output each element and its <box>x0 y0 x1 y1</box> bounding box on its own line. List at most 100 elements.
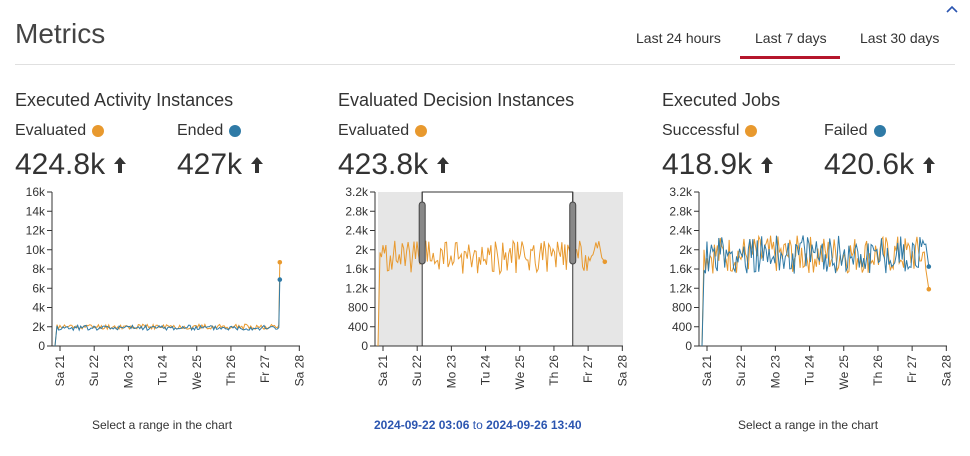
series-end-point <box>277 277 283 282</box>
y-tick-label: 800 <box>348 301 368 315</box>
y-tick-label: 14k <box>26 204 46 218</box>
legend-label: Failed <box>824 122 868 139</box>
panel-title: Executed Activity Instances <box>15 90 234 110</box>
y-tick-label: 12k <box>26 224 46 238</box>
x-tick-label: Th 26 <box>871 355 885 386</box>
x-tick-label: Sa 21 <box>376 355 390 387</box>
arrow-up-icon <box>114 157 127 173</box>
range-to: 2024-09-26 13:40 <box>486 418 582 432</box>
metric-value: 420.6k <box>824 148 936 182</box>
tab-last-7-days[interactable]: Last 7 days <box>755 30 827 46</box>
y-tick-label: 2k <box>355 243 369 257</box>
x-tick-label: Su 22 <box>734 355 748 387</box>
x-tick-label: Tu 24 <box>156 355 170 386</box>
legend-label: Evaluated <box>15 122 87 139</box>
legend-evaluated: Evaluated <box>15 122 105 140</box>
x-tick-label: Sa 28 <box>939 355 953 387</box>
unselected-region <box>572 192 623 346</box>
y-tick-label: 10k <box>26 243 46 257</box>
x-tick-label: Th 26 <box>224 355 238 386</box>
x-tick-label: Fr 27 <box>581 355 595 383</box>
orange-dot-icon <box>745 125 758 137</box>
jobs-chart[interactable]: 0 400 800 1.2k 1.6k 2k 2.4k 2.8k 3.2k Sa 21 Su 22 M… <box>657 182 957 412</box>
metric-value: 424.8k <box>15 148 127 182</box>
x-tick-label: Fr 27 <box>258 355 272 383</box>
x-tick-label: Su 22 <box>87 355 101 387</box>
activity-chart[interactable]: 0 2k 4k 6k 8k 10k 12k 14k 16k Sa 21 Su 22 Mo 23 Tu 2… <box>10 182 310 412</box>
orange-dot-icon <box>92 125 105 137</box>
y-tick-label: 2.4k <box>345 224 369 238</box>
metric-number: 427k <box>177 148 243 181</box>
tab-last-30-days[interactable]: Last 30 days <box>860 30 940 46</box>
y-tick-label: 2.4k <box>669 224 693 238</box>
series-end-point <box>602 259 608 265</box>
legend-failed: Failed <box>824 122 886 140</box>
arrow-up-icon <box>761 157 774 173</box>
arrow-up-icon <box>923 157 936 173</box>
x-tick-label: Mo 23 <box>121 355 135 389</box>
y-tick-label: 0 <box>38 339 45 353</box>
x-tick-label: Su 22 <box>410 355 424 387</box>
y-tick-label: 0 <box>685 339 692 353</box>
y-tick-label: 8k <box>32 262 46 276</box>
chevron-up-icon[interactable] <box>945 3 959 17</box>
x-tick-label: Sa 21 <box>700 355 714 387</box>
decision-chart[interactable]: 0 400 800 1.2k 1.6k 2k 2.4k 2.8k 3.2k Sa 21 Su 22 M… <box>333 182 633 412</box>
unselected-region <box>378 192 423 346</box>
range-from: 2024-09-22 03:06 <box>374 418 470 432</box>
y-tick-label: 2.8k <box>669 204 693 218</box>
arrow-up-icon <box>437 157 450 173</box>
orange-dot-icon <box>415 125 428 137</box>
y-tick-label: 800 <box>672 301 692 315</box>
y-tick-label: 1.2k <box>669 281 693 295</box>
selection-handle <box>418 201 426 265</box>
series-line-ended <box>54 279 281 347</box>
panel-title: Evaluated Decision Instances <box>338 90 575 110</box>
legend-evaluated: Evaluated <box>338 122 428 140</box>
legend-label: Ended <box>177 122 224 139</box>
x-tick-label: We 25 <box>190 355 204 390</box>
x-tick-label: Tu 24 <box>803 355 817 386</box>
series-line-evaluated <box>54 262 281 347</box>
x-tick-label: We 25 <box>837 355 851 390</box>
tab-last-24-hours[interactable]: Last 24 hours <box>636 30 721 46</box>
metric-number: 418.9k <box>662 148 753 181</box>
y-tick-label: 16k <box>26 185 46 199</box>
metric-number: 424.8k <box>15 148 106 181</box>
y-tick-label: 2k <box>32 320 46 334</box>
arrow-up-icon <box>251 157 264 173</box>
y-tick-label: 400 <box>672 320 692 334</box>
active-tab-indicator <box>740 56 840 59</box>
x-tick-label: Sa 28 <box>615 355 629 387</box>
x-tick-label: Fr 27 <box>905 355 919 383</box>
x-tick-label: We 25 <box>513 355 527 390</box>
legend-label: Successful <box>662 122 740 139</box>
y-tick-label: 3.2k <box>345 185 369 199</box>
y-tick-label: 1.2k <box>345 281 369 295</box>
metric-number: 420.6k <box>824 148 915 181</box>
panel-title: Executed Jobs <box>662 90 781 110</box>
y-tick-label: 1.6k <box>345 262 369 276</box>
x-tick-label: Th 26 <box>547 355 561 386</box>
legend-successful: Successful <box>662 122 758 140</box>
series-line-evaluated <box>377 239 606 347</box>
selection-bracket <box>421 191 574 206</box>
series-line-successful <box>701 234 930 347</box>
legend-ended: Ended <box>177 122 242 140</box>
metric-value: 423.8k <box>338 148 450 182</box>
range-to-word: to <box>472 418 483 432</box>
x-tick-label: Mo 23 <box>768 355 782 389</box>
y-tick-label: 6k <box>32 281 46 295</box>
x-tick-label: Tu 24 <box>479 355 493 386</box>
y-tick-label: 3.2k <box>669 185 693 199</box>
y-tick-label: 400 <box>348 320 368 334</box>
blue-dot-icon <box>873 125 886 137</box>
series-end-point <box>926 264 932 269</box>
y-tick-label: 2.8k <box>345 204 369 218</box>
metric-value: 427k <box>177 148 264 182</box>
legend-label: Evaluated <box>338 122 410 139</box>
y-tick-label: 0 <box>361 339 368 353</box>
x-tick-label: Mo 23 <box>444 355 458 389</box>
series-line-failed <box>701 235 930 347</box>
y-tick-label: 1.6k <box>669 262 693 276</box>
